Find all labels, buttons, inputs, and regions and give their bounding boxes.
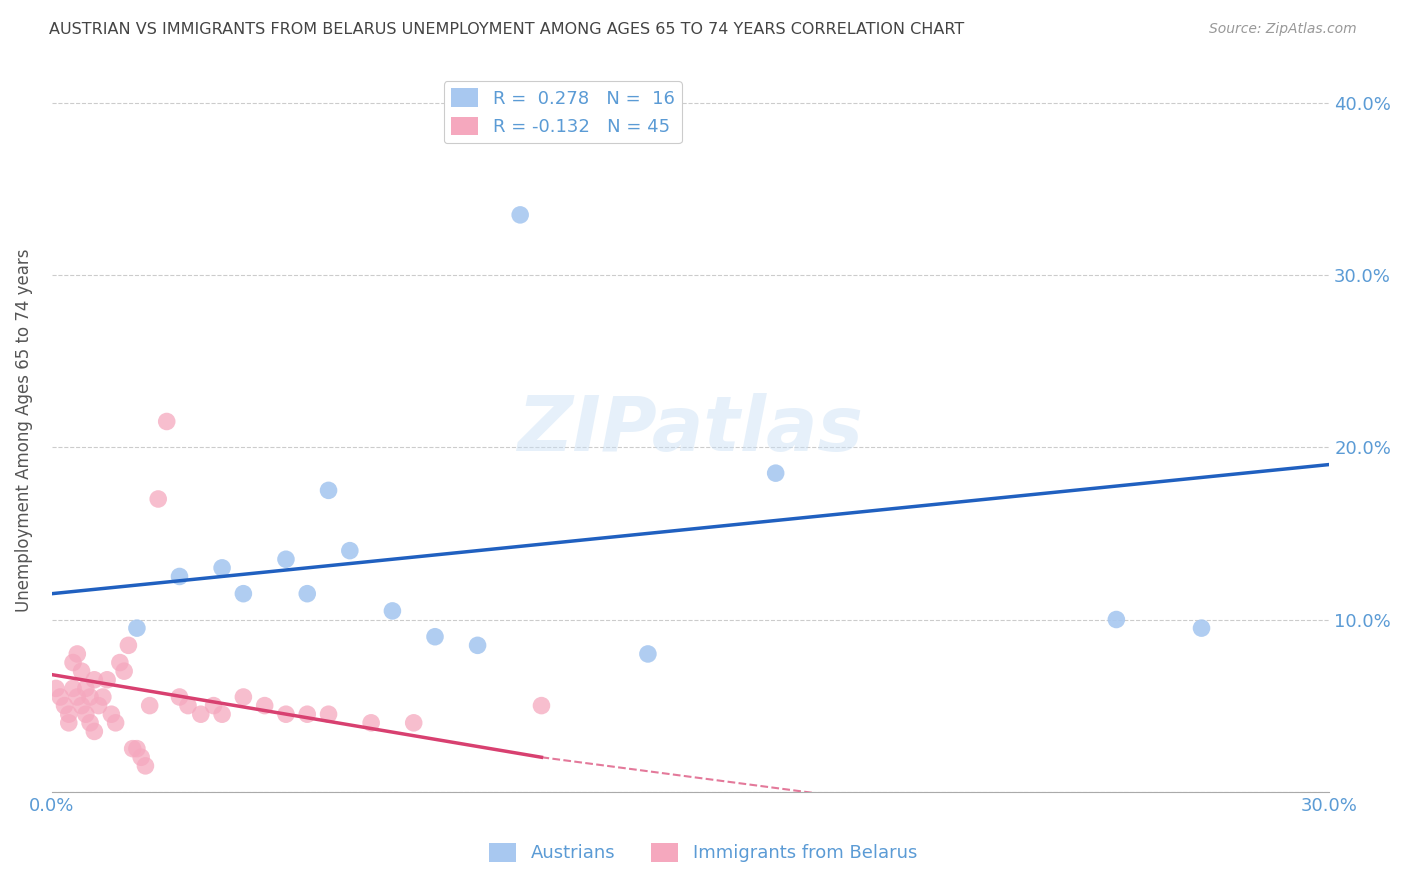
Point [96, 673, 118, 687]
Legend: R =  0.278   N =  16, R = -0.132   N = 45: R = 0.278 N = 16, R = -0.132 N = 45 [444, 81, 682, 144]
Point [108, 656, 131, 670]
Point [637, 647, 659, 661]
Point [274, 552, 297, 566]
Point [121, 741, 143, 756]
Point [70, 698, 93, 713]
Point [402, 715, 425, 730]
Point [1105, 613, 1128, 627]
Point [104, 715, 127, 730]
Point [62, 681, 84, 696]
Point [297, 707, 319, 722]
Point [79, 715, 101, 730]
Point [530, 698, 553, 713]
Point [381, 604, 404, 618]
Point [509, 208, 531, 222]
Point [112, 664, 135, 678]
Point [765, 466, 787, 480]
Point [58, 707, 80, 722]
Point [125, 621, 148, 635]
Point [83, 673, 105, 687]
Point [70, 664, 93, 678]
Point [125, 741, 148, 756]
Point [83, 724, 105, 739]
Point [211, 707, 233, 722]
Point [87, 698, 110, 713]
Point [339, 543, 361, 558]
Point [91, 690, 114, 704]
Text: AUSTRIAN VS IMMIGRANTS FROM BELARUS UNEMPLOYMENT AMONG AGES 65 TO 74 YEARS CORRE: AUSTRIAN VS IMMIGRANTS FROM BELARUS UNEM… [49, 22, 965, 37]
Y-axis label: Unemployment Among Ages 65 to 74 years: Unemployment Among Ages 65 to 74 years [15, 248, 32, 612]
Point [129, 750, 152, 764]
Point [49, 690, 72, 704]
Point [169, 569, 191, 583]
Point [138, 698, 160, 713]
Point [423, 630, 446, 644]
Point [148, 491, 170, 506]
Point [156, 415, 179, 429]
Point [211, 561, 233, 575]
Point [1191, 621, 1213, 635]
Point [297, 587, 319, 601]
Point [53, 698, 76, 713]
Text: ZIPatlas: ZIPatlas [517, 393, 863, 467]
Point [318, 483, 340, 498]
Point [467, 638, 489, 652]
Point [318, 707, 340, 722]
Point [117, 638, 139, 652]
Point [79, 690, 101, 704]
Point [66, 690, 89, 704]
Point [177, 698, 200, 713]
Point [100, 707, 122, 722]
Point [58, 715, 80, 730]
Point [45, 681, 67, 696]
Point [169, 690, 191, 704]
Point [202, 698, 225, 713]
Point [134, 759, 156, 773]
Point [360, 715, 382, 730]
Legend: Austrians, Immigrants from Belarus: Austrians, Immigrants from Belarus [482, 836, 924, 870]
Point [66, 647, 89, 661]
Text: Source: ZipAtlas.com: Source: ZipAtlas.com [1209, 22, 1357, 37]
Point [274, 707, 297, 722]
Point [253, 698, 276, 713]
Point [232, 587, 254, 601]
Point [190, 707, 212, 722]
Point [75, 707, 97, 722]
Point [232, 690, 254, 704]
Point [62, 656, 84, 670]
Point [75, 681, 97, 696]
